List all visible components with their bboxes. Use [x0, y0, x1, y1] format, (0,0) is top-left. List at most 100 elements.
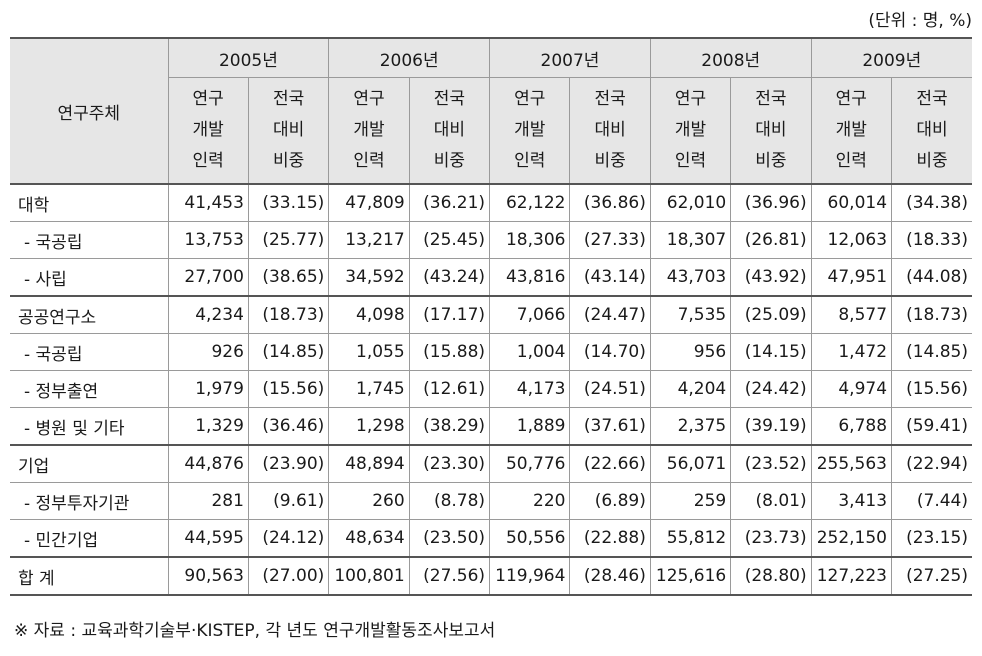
share-cell: (26.81) — [730, 221, 812, 259]
unit-note: (단위 : 명, %) — [868, 11, 972, 31]
personnel-cell: 7,535 — [649, 295, 732, 334]
share-cell: (14.85) — [247, 333, 330, 371]
share-cell: (43.14) — [569, 258, 651, 297]
source-note: ※ 자료 : 교육과학기술부·KISTEP, 각 년도 연구개발활동조사보고서 — [14, 621, 496, 641]
share-cell: (22.66) — [569, 444, 651, 483]
share-cell: (43.24) — [408, 258, 491, 297]
header-word: 인력 — [192, 151, 224, 171]
share-cell: (33.15) — [247, 183, 330, 222]
header-word: 개발 — [835, 120, 867, 140]
share-cell: (43.92) — [730, 258, 812, 297]
share-cell: (28.80) — [730, 556, 812, 596]
table-row: 대학 41,453 (33.15) 47,809 (36.21) 62,122 (36.86… — [10, 183, 972, 222]
table-row: - 정부출연 1,979 (15.56) 1,745 (12.61) 4,173 (24.5… — [10, 370, 972, 408]
rd-personnel-header: 연구 개발 인력 — [810, 77, 893, 185]
header-word: 연구 — [674, 89, 707, 109]
share-cell: (27.00) — [247, 556, 330, 596]
share-cell: (7.44) — [891, 482, 972, 520]
rd-personnel-header: 연구 개발 인력 — [168, 77, 249, 185]
personnel-cell: 48,634 — [328, 519, 410, 558]
share-cell: (38.65) — [247, 258, 330, 297]
personnel-cell: 7,066 — [489, 295, 571, 334]
share-cell: (23.15) — [891, 519, 972, 558]
row-label: - 정부출연 — [10, 370, 169, 408]
personnel-cell: 62,010 — [649, 183, 732, 222]
share-cell: (18.33) — [891, 221, 972, 259]
share-cell: (36.46) — [247, 407, 330, 446]
table-row: - 국공립 13,753 (25.77) 13,217 (25.45) 18,306 (27… — [10, 221, 972, 259]
share-cell: (44.08) — [891, 258, 972, 297]
personnel-cell: 27,700 — [167, 258, 249, 297]
header-word: 연구 — [514, 89, 546, 109]
personnel-cell: 48,894 — [328, 444, 410, 483]
national-share-header: 전국 대비 비중 — [891, 77, 972, 185]
share-cell: (15.56) — [891, 370, 972, 408]
header-word: 개발 — [353, 120, 385, 140]
share-cell: (28.46) — [569, 556, 651, 596]
share-cell: (18.73) — [247, 295, 330, 334]
header-word: 대비 — [433, 120, 465, 140]
table-row: - 국공립 926 (14.85) 1,055 (15.88) 1,004 (14.70) 9… — [10, 333, 972, 371]
header-word: 비중 — [272, 151, 305, 171]
personnel-cell: 1,004 — [489, 333, 571, 371]
table-row: - 사립 27,700 (38.65) 34,592 (43.24) 43,816 (43.… — [10, 258, 972, 297]
personnel-cell: 12,063 — [810, 221, 893, 259]
rd-personnel-header: 연구 개발 인력 — [489, 77, 571, 185]
header-word: 연구 — [192, 89, 224, 109]
personnel-cell: 4,098 — [328, 295, 410, 334]
personnel-cell: 1,298 — [328, 407, 410, 446]
year-header: 2007년 — [489, 37, 651, 78]
personnel-cell: 4,234 — [167, 295, 249, 334]
personnel-cell: 18,307 — [649, 221, 732, 259]
rd-personnel-header: 연구 개발 인력 — [649, 77, 732, 185]
personnel-cell: 125,616 — [649, 556, 732, 596]
national-share-header: 전국 대비 비중 — [247, 77, 330, 185]
year-header-row: 연구주체 2005년 2006년 2007년 2008년 2009년 — [10, 37, 972, 185]
personnel-cell: 47,951 — [810, 258, 893, 297]
national-share-header: 전국 대비 비중 — [408, 77, 491, 185]
header-word: 대비 — [594, 120, 626, 140]
share-cell: (24.51) — [569, 370, 651, 408]
header-word: 인력 — [674, 151, 707, 171]
personnel-cell: 100,801 — [328, 556, 410, 596]
personnel-cell: 50,556 — [489, 519, 571, 558]
header-word: 비중 — [755, 151, 787, 171]
share-cell: (14.70) — [569, 333, 651, 371]
share-cell: (27.33) — [569, 221, 651, 259]
personnel-cell: 259 — [649, 482, 732, 520]
row-label: - 사립 — [10, 258, 169, 297]
share-cell: (18.73) — [891, 295, 972, 334]
personnel-cell: 44,876 — [167, 444, 249, 483]
row-label: 합 계 — [10, 556, 169, 596]
table-row: 공공연구소 4,234 (18.73) 4,098 (17.17) 7,066 (24.47… — [10, 295, 972, 334]
share-cell: (23.52) — [730, 444, 812, 483]
personnel-cell: 90,563 — [167, 556, 249, 596]
table-row: - 민간기업 44,595 (24.12) 48,634 (23.50) 50,556 (2… — [10, 519, 972, 558]
personnel-cell: 926 — [167, 333, 249, 371]
personnel-cell: 60,014 — [810, 183, 893, 222]
personnel-cell: 252,150 — [810, 519, 893, 558]
row-label: - 병원 및 기타 — [10, 407, 169, 446]
row-label: - 민간기업 — [10, 519, 169, 558]
share-cell: (24.42) — [730, 370, 812, 408]
personnel-cell: 255,563 — [810, 444, 893, 483]
share-cell: (9.61) — [247, 482, 330, 520]
share-cell: (22.94) — [891, 444, 972, 483]
table-row: 합 계 90,563 (27.00) 100,801 (27.56) 119,964 (28… — [10, 556, 972, 596]
header-word: 전국 — [916, 89, 948, 109]
share-cell: (17.17) — [408, 295, 491, 334]
share-cell: (8.01) — [730, 482, 812, 520]
personnel-cell: 8,577 — [810, 295, 893, 334]
share-cell: (25.77) — [247, 221, 330, 259]
share-cell: (39.19) — [730, 407, 812, 446]
personnel-cell: 43,703 — [649, 258, 732, 297]
year-header: 2008년 — [649, 37, 812, 78]
share-cell: (34.38) — [891, 183, 972, 222]
sub-header-row: 연구 개발 인력 전국 대비 비중 연구 개발 인력 전국 대비 비중 연구 개발 인력 전국 대비 비중 연구 개발… — [10, 77, 972, 185]
table-row: - 병원 및 기타 1,329 (36.46) 1,298 (38.29) 1,889 (3… — [10, 407, 972, 446]
share-cell: (23.73) — [730, 519, 812, 558]
personnel-cell: 44,595 — [167, 519, 249, 558]
header-word: 대비 — [272, 120, 305, 140]
share-cell: (37.61) — [569, 407, 651, 446]
share-cell: (8.78) — [408, 482, 491, 520]
